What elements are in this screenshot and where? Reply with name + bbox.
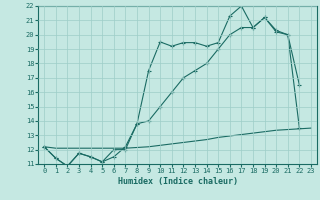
X-axis label: Humidex (Indice chaleur): Humidex (Indice chaleur): [118, 177, 238, 186]
